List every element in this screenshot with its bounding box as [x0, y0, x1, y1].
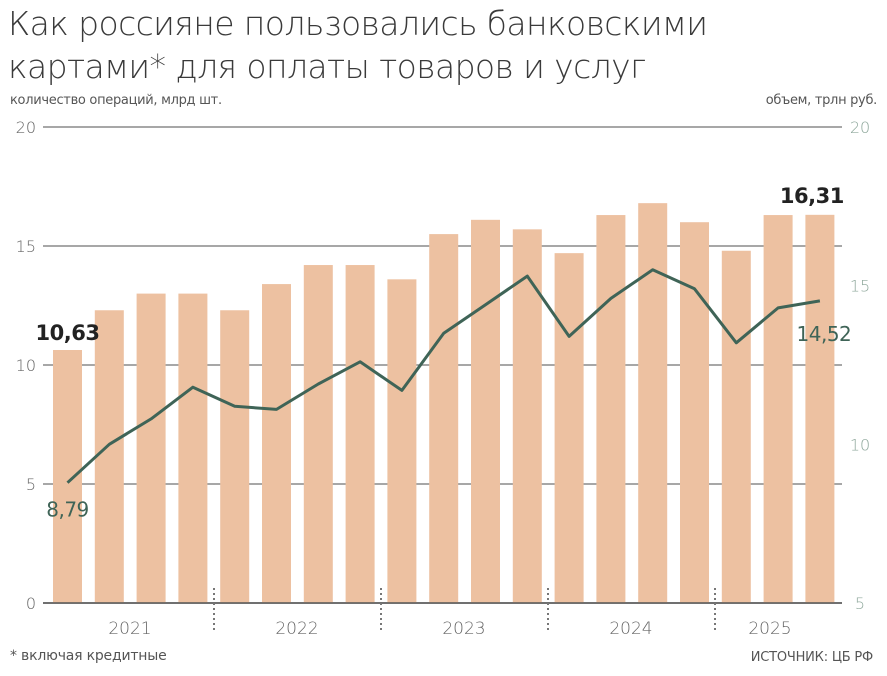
right-axis-label: объем, трлн руб.: [765, 93, 878, 108]
bar: [554, 253, 584, 603]
first-bar-value-label: 10,63: [36, 321, 100, 345]
right-axis-tick: 10: [850, 435, 870, 454]
bar: [805, 214, 835, 603]
left-axis-tick: 15: [16, 237, 36, 256]
bar: [136, 293, 166, 603]
bar: [429, 234, 459, 603]
bar: [345, 265, 375, 603]
volume-line: [66, 268, 821, 484]
right-axis-tick: 20: [850, 118, 870, 137]
left-axis-tick: 10: [16, 356, 36, 375]
bar: [178, 293, 208, 603]
right-axis-tick: 15: [850, 277, 870, 296]
right-axis-tick: 5: [855, 594, 865, 613]
first-line-value-label: 8,79: [46, 498, 89, 522]
bar: [721, 250, 751, 603]
year-label: 2021: [108, 619, 151, 639]
year-label: 2023: [442, 619, 485, 639]
chart-title-line-2: картами* для оплаты товаров и услуг: [8, 47, 646, 86]
bar: [262, 284, 291, 603]
left-axis-tick: 0: [26, 594, 36, 613]
last-bar-value-label: 16,31: [780, 184, 844, 208]
bar: [387, 279, 417, 603]
bar: [220, 310, 250, 603]
chart-title: Как россияне пользовались банковскими ка…: [8, 2, 868, 88]
bar: [596, 215, 626, 603]
bar: [512, 229, 542, 603]
year-label: 2024: [609, 619, 652, 639]
year-label: 2022: [275, 619, 318, 639]
footnote: * включая кредитные: [10, 648, 167, 664]
left-axis-label: количество операций, млрд шт.: [10, 93, 222, 108]
bar: [471, 219, 500, 603]
left-axis-tick: 20: [16, 118, 36, 137]
last-line-value-label: 14,52: [797, 322, 852, 346]
left-axis-tick: 5: [26, 475, 36, 494]
bar: [638, 203, 668, 603]
chart-title-line-1: Как россияне пользовались банковскими: [8, 4, 708, 43]
bar: [680, 222, 709, 603]
year-label: 2025: [748, 619, 791, 639]
bar: [53, 350, 82, 603]
bar: [303, 265, 333, 603]
bar: [763, 215, 793, 603]
bar: [94, 310, 124, 603]
source-note: ИСТОЧНИК: ЦБ РФ: [750, 650, 874, 665]
